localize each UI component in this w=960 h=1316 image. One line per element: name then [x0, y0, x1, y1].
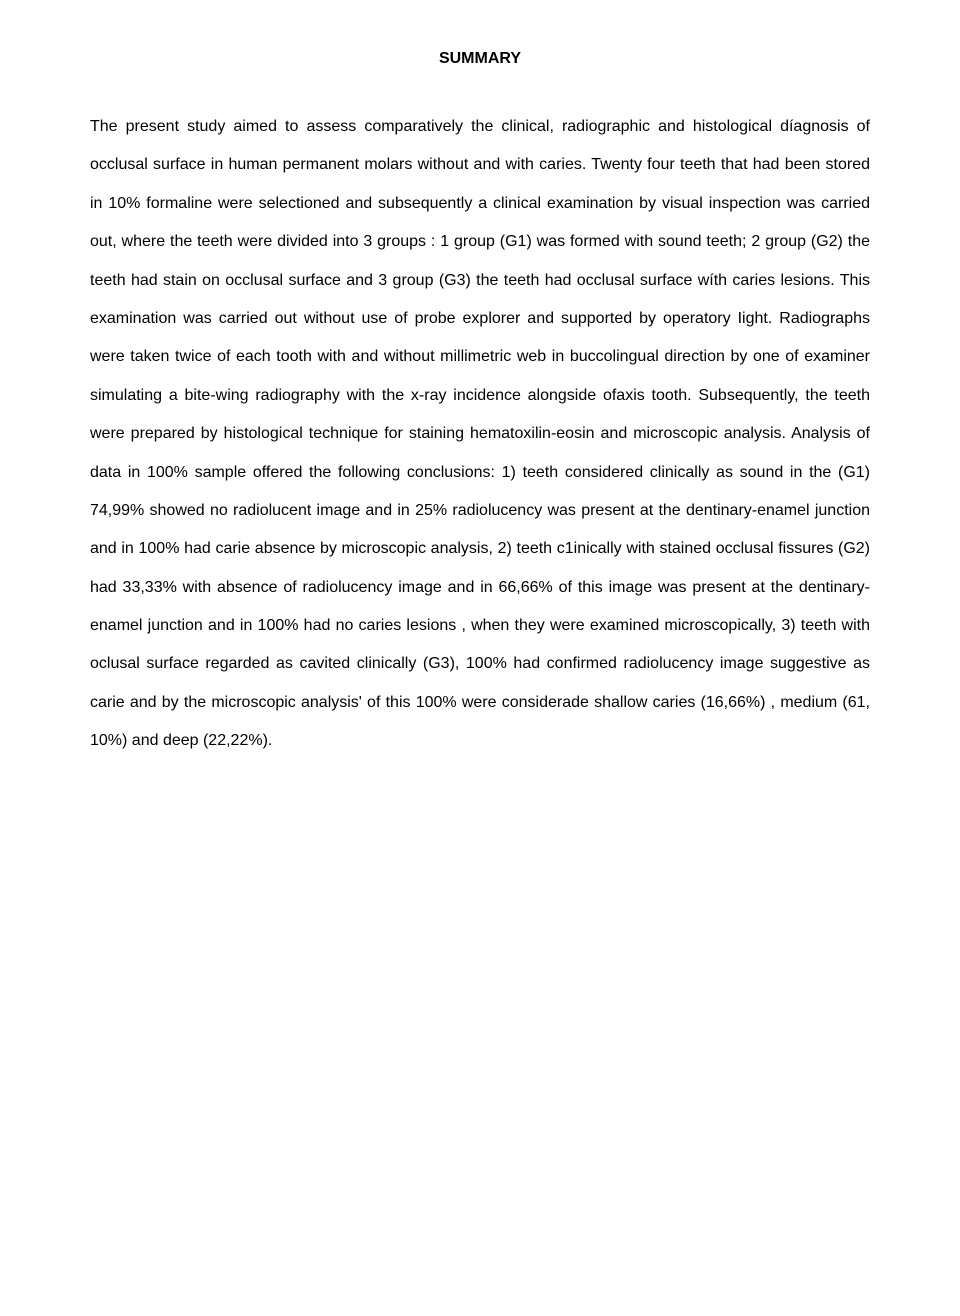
page-container: SUMMARY The present study aimed to asses… — [0, 0, 960, 1316]
page-title: SUMMARY — [90, 50, 870, 68]
summary-paragraph: The present study aimed to assess compar… — [90, 108, 870, 761]
